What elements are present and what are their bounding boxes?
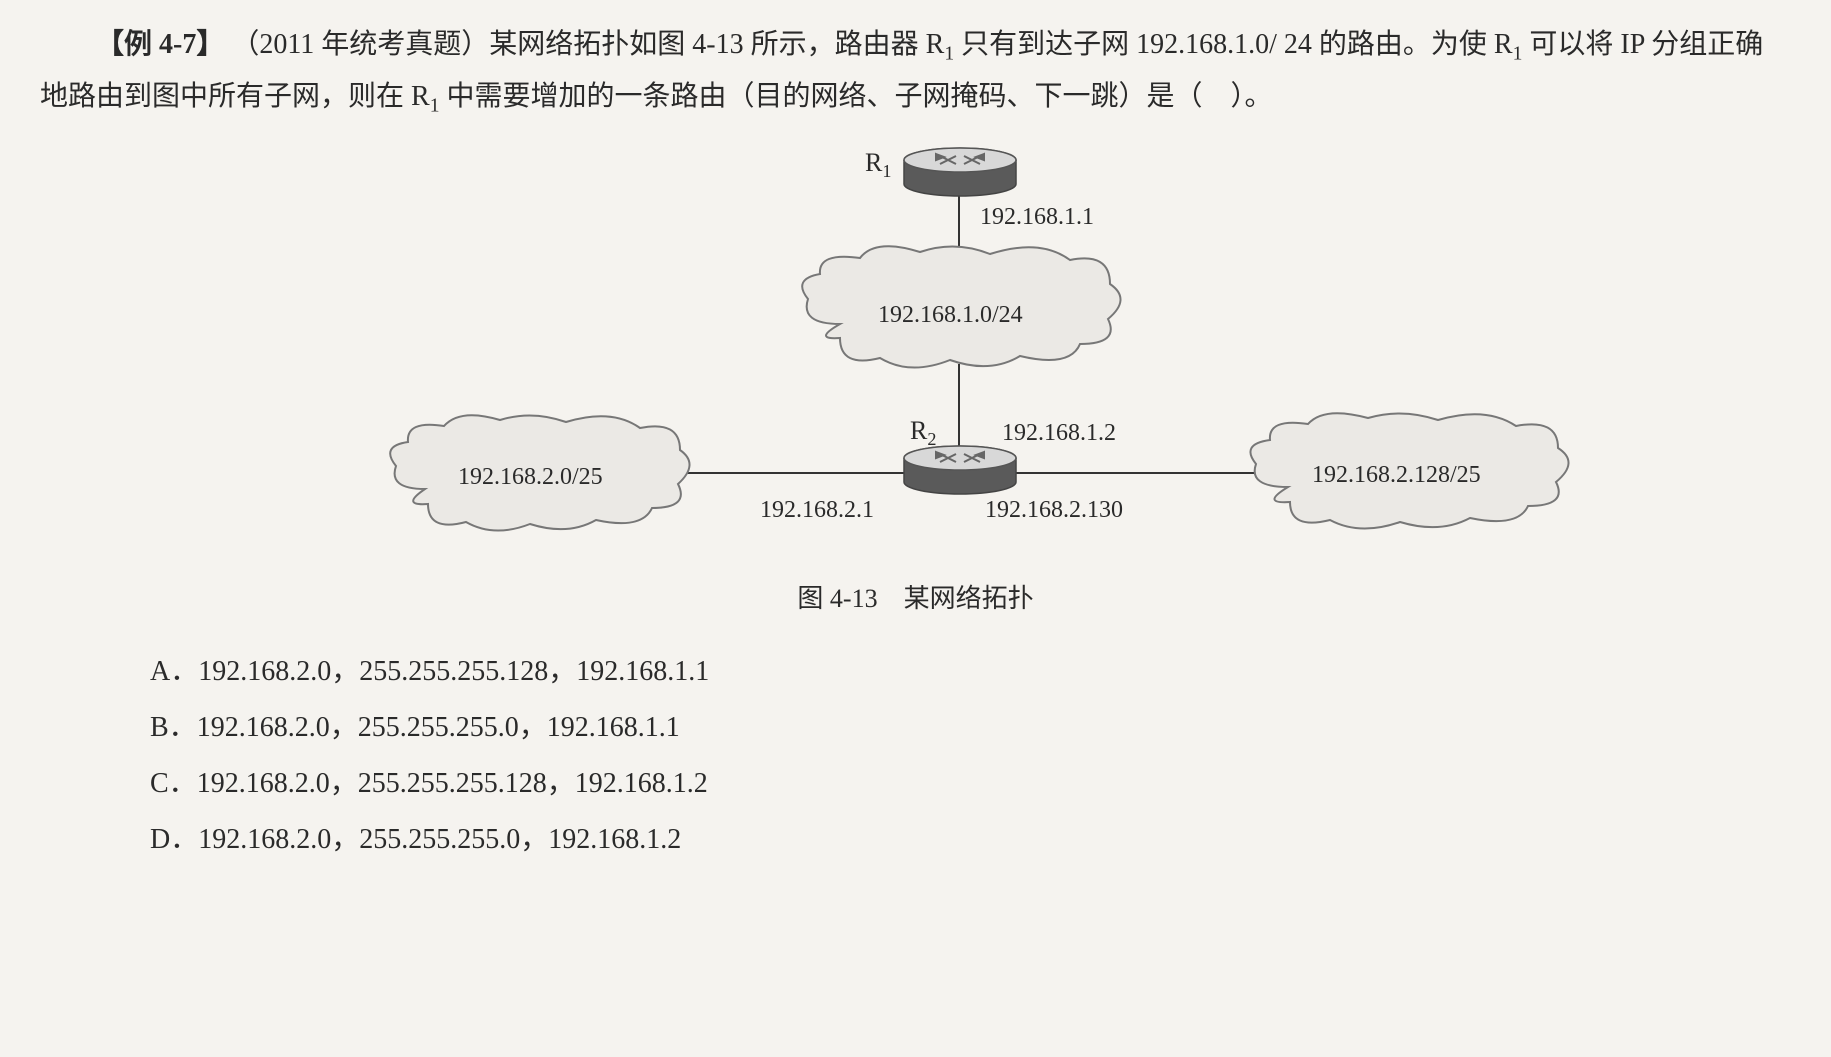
question-source: （2011 年统考真题） xyxy=(231,29,489,60)
router-r1-label: R1 xyxy=(865,140,891,188)
subnet-top-label: 192.168.1.0/24 xyxy=(878,294,1023,337)
subnet-right-label: 192.168.2.128/25 xyxy=(1312,454,1481,497)
example-label: 【例 4-7】 xyxy=(96,29,224,60)
answer-options: A．192.168.2.0，255.255.255.128，192.168.1.… xyxy=(40,644,1791,868)
router-r1 xyxy=(900,146,1020,198)
network-diagram: R1 192.168.1.1 192.168.1.0/24 R2 192.168… xyxy=(40,134,1791,644)
question-text: 【例 4-7】 （2011 年统考真题）某网络拓扑如图 4-13 所示，路由器 … xyxy=(40,20,1791,124)
link-r2-rightcloud xyxy=(1015,472,1275,474)
r2-ip-left: 192.168.2.1 xyxy=(760,489,874,532)
r1-ip: 192.168.1.1 xyxy=(980,196,1094,239)
subnet-left-label: 192.168.2.0/25 xyxy=(458,456,603,499)
link-r2-leftcloud xyxy=(670,472,910,474)
option-a: A．192.168.2.0，255.255.255.128，192.168.1.… xyxy=(150,644,1791,700)
router-r2-label: R2 xyxy=(910,408,936,456)
option-c: C．192.168.2.0，255.255.255.128，192.168.1.… xyxy=(150,756,1791,812)
option-d: D．192.168.2.0，255.255.255.0，192.168.1.2 xyxy=(150,812,1791,868)
option-b: B．192.168.2.0，255.255.255.0，192.168.1.1 xyxy=(150,700,1791,756)
figure-caption: 图 4-13 某网络拓扑 xyxy=(40,576,1791,623)
r2-ip-top: 192.168.1.2 xyxy=(1002,412,1116,455)
link-topcloud-r2 xyxy=(958,364,960,452)
r2-ip-right: 192.168.2.130 xyxy=(985,489,1123,532)
